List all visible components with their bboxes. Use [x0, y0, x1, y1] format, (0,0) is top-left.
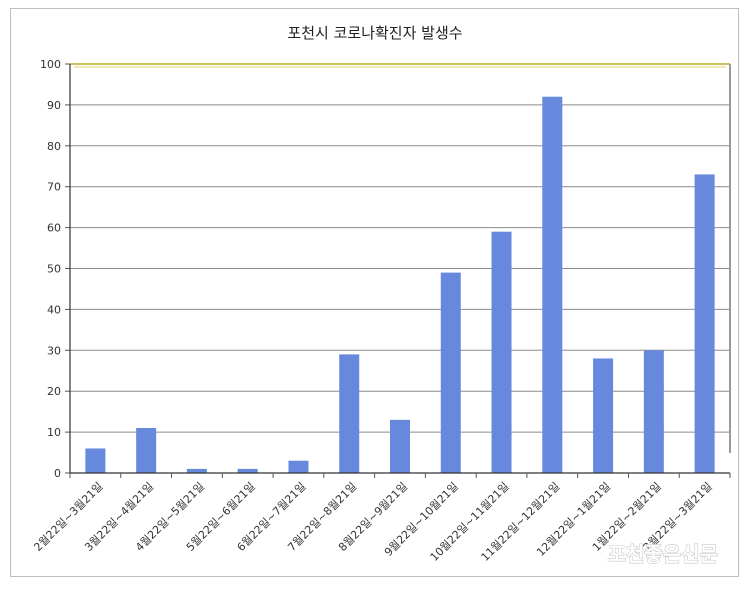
y-tick-label: 30	[47, 344, 61, 357]
bar	[237, 468, 258, 473]
y-tick-label: 10	[47, 426, 61, 439]
bar	[593, 358, 614, 473]
bar	[440, 272, 461, 473]
bar	[288, 460, 309, 473]
y-tick-label: 60	[47, 222, 61, 235]
y-tick-label: 100	[40, 58, 61, 71]
chart-title: 포천시 코로나확진자 발생수	[287, 24, 462, 42]
bar	[390, 419, 410, 473]
bar	[136, 428, 157, 473]
bar	[339, 354, 360, 473]
bar	[491, 231, 512, 473]
bar	[694, 174, 715, 473]
y-tick-label: 70	[47, 181, 61, 194]
bar	[85, 448, 106, 473]
y-tick-label: 80	[47, 140, 61, 153]
bar	[542, 96, 563, 473]
y-tick-label: 40	[47, 303, 61, 316]
y-tick-label: 20	[47, 385, 61, 398]
y-tick-label: 0	[54, 467, 61, 480]
bar	[186, 468, 207, 473]
watermark: 포천좋은신문	[608, 542, 718, 566]
bar	[643, 350, 664, 473]
plot-area: 01020304050607080901002월22일~3월21일3월22일~4…	[31, 58, 731, 564]
y-tick-label: 90	[47, 99, 61, 112]
y-tick-label: 50	[47, 263, 61, 276]
